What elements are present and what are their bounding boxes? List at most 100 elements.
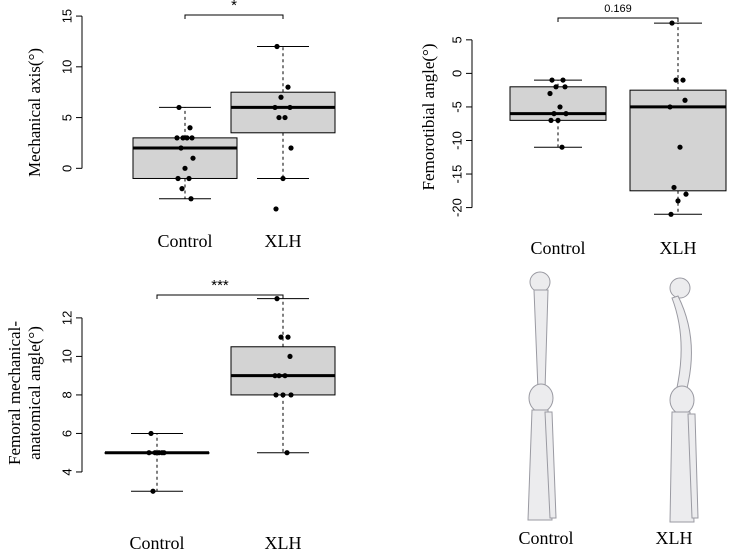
data-point bbox=[274, 43, 280, 50]
image-label: XLH bbox=[656, 528, 693, 548]
significance-label: 0.169 bbox=[604, 3, 632, 15]
data-point bbox=[671, 184, 677, 191]
x-tick-label: Control bbox=[530, 238, 585, 258]
data-point bbox=[156, 450, 162, 456]
data-point bbox=[282, 114, 288, 121]
data-point bbox=[287, 104, 293, 111]
data-point bbox=[148, 430, 154, 437]
y-axis-label: Mechanical axis(°) bbox=[25, 48, 44, 177]
data-point bbox=[176, 104, 182, 111]
data-point bbox=[272, 104, 278, 111]
y-tick-label: 4 bbox=[59, 468, 74, 475]
data-point bbox=[274, 296, 280, 302]
data-point bbox=[288, 392, 294, 398]
data-point bbox=[272, 373, 278, 379]
data-point bbox=[667, 104, 673, 110]
box bbox=[509, 86, 607, 121]
y-tick-label: -20 bbox=[449, 198, 464, 217]
data-point bbox=[189, 135, 195, 141]
significance-bracket bbox=[184, 14, 284, 19]
data-point bbox=[174, 135, 180, 141]
data-point bbox=[280, 392, 286, 398]
data-point bbox=[548, 117, 554, 123]
significance-label: * bbox=[231, 0, 237, 14]
y-tick-label: 8 bbox=[59, 391, 74, 398]
data-point bbox=[559, 144, 565, 150]
data-point bbox=[284, 450, 290, 456]
data-point bbox=[551, 111, 557, 117]
y-tick-label: 5 bbox=[59, 114, 74, 121]
box bbox=[629, 89, 727, 192]
y-tick-label: 0 bbox=[449, 70, 464, 77]
y-tick-label: 12 bbox=[59, 311, 74, 325]
y-tick-label: -5 bbox=[449, 101, 464, 113]
data-point bbox=[276, 373, 282, 379]
data-point bbox=[161, 450, 167, 456]
data-point bbox=[278, 94, 284, 100]
significance-bracket bbox=[557, 17, 679, 22]
data-point bbox=[557, 104, 563, 110]
data-point bbox=[287, 353, 293, 360]
data-point bbox=[677, 144, 683, 150]
data-point bbox=[560, 77, 566, 83]
box bbox=[230, 346, 336, 396]
x-tick-label: XLH bbox=[660, 238, 697, 258]
significance-label: *** bbox=[211, 277, 229, 294]
data-point bbox=[180, 135, 186, 141]
data-point bbox=[190, 155, 196, 161]
y-tick-label: -10 bbox=[449, 131, 464, 150]
data-point bbox=[288, 145, 294, 151]
data-point bbox=[276, 114, 282, 121]
data-point bbox=[187, 125, 193, 131]
data-point bbox=[182, 165, 188, 171]
y-axis-label: Femoral mechanical- bbox=[5, 321, 24, 465]
significance-bracket bbox=[156, 294, 284, 299]
y-tick-label: 5 bbox=[449, 36, 464, 43]
y-tick-label: 15 bbox=[59, 9, 74, 23]
y-axis-label: anatomical angle(°) bbox=[25, 326, 44, 460]
data-point bbox=[150, 488, 156, 494]
y-tick-label: 6 bbox=[59, 430, 74, 437]
data-point bbox=[547, 90, 553, 97]
data-point bbox=[280, 175, 286, 182]
data-point bbox=[184, 135, 190, 141]
data-point bbox=[549, 77, 555, 83]
box bbox=[132, 137, 238, 179]
data-point bbox=[553, 84, 559, 90]
y-tick-label: 10 bbox=[59, 349, 74, 363]
data-point bbox=[146, 450, 152, 456]
image-label: Control bbox=[518, 528, 573, 548]
data-point bbox=[186, 175, 192, 182]
box bbox=[230, 91, 336, 134]
data-point bbox=[285, 334, 291, 340]
data-point bbox=[680, 77, 686, 83]
bone-illustration bbox=[527, 271, 699, 523]
data-point bbox=[562, 84, 568, 90]
data-point bbox=[683, 191, 689, 197]
y-axis-label: Femorotibial angle(°) bbox=[419, 43, 438, 190]
data-point bbox=[273, 206, 279, 212]
data-point bbox=[555, 117, 561, 123]
data-point bbox=[282, 373, 288, 379]
data-point bbox=[285, 84, 291, 90]
x-tick-label: XLH bbox=[265, 231, 302, 251]
data-point bbox=[175, 175, 181, 182]
y-tick-label: 0 bbox=[59, 165, 74, 172]
data-point bbox=[178, 145, 184, 151]
x-tick-label: Control bbox=[129, 533, 184, 552]
x-tick-label: Control bbox=[157, 231, 212, 251]
y-tick-label: -15 bbox=[449, 165, 464, 184]
x-tick-label: XLH bbox=[265, 533, 302, 552]
data-point bbox=[668, 211, 674, 217]
data-point bbox=[273, 392, 279, 398]
data-point bbox=[669, 20, 675, 26]
data-point bbox=[675, 198, 681, 204]
data-point bbox=[152, 450, 158, 456]
y-tick-label: 10 bbox=[59, 60, 74, 74]
data-point bbox=[179, 186, 185, 192]
data-point bbox=[682, 97, 688, 103]
data-point bbox=[673, 77, 679, 83]
data-point bbox=[188, 196, 194, 202]
data-point bbox=[278, 334, 284, 340]
